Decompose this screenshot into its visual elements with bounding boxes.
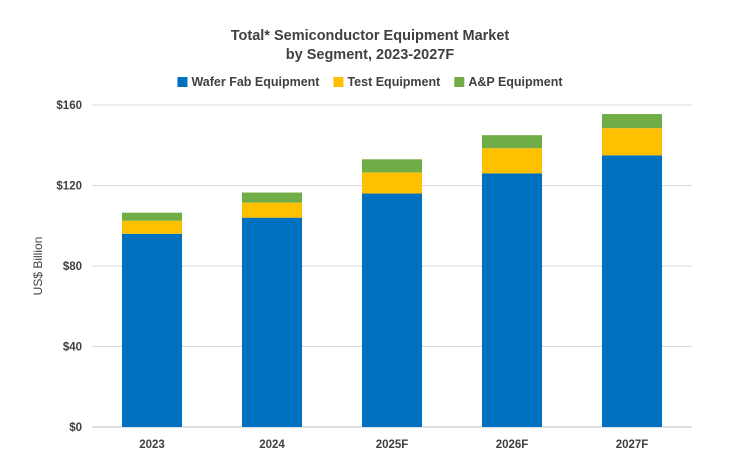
bar-wafer-fab-equipment-2025f: [362, 193, 422, 427]
legend-swatch: [333, 77, 344, 87]
legend-label: Test Equipment: [347, 75, 441, 89]
legend-swatch: [454, 77, 465, 87]
legend-item: A&P Equipment: [454, 75, 563, 89]
y-tick-label: $80: [63, 261, 82, 273]
y-tick-label: $0: [69, 422, 82, 434]
bar-test-equipment-2023: [122, 220, 182, 234]
bar-a-p-equipment-2025f: [362, 159, 422, 173]
bar-wafer-fab-equipment-2026f: [482, 173, 542, 427]
bar-test-equipment-2026f: [482, 148, 542, 174]
y-tick-label: $120: [56, 181, 82, 193]
x-tick-label: 2025F: [376, 439, 409, 451]
legend-item: Wafer Fab Equipment: [177, 75, 320, 89]
bar-wafer-fab-equipment-2023: [122, 233, 182, 427]
bar-test-equipment-2025f: [362, 172, 422, 194]
legend-label: Wafer Fab Equipment: [191, 75, 320, 89]
bar-a-p-equipment-2027f: [602, 114, 662, 129]
x-tick-label: 2026F: [496, 439, 529, 451]
x-tick-label: 2024: [259, 439, 285, 451]
y-axis-label: US$ Billion: [31, 237, 45, 296]
bar-a-p-equipment-2026f: [482, 135, 542, 149]
bar-wafer-fab-equipment-2024: [242, 217, 302, 427]
bar-test-equipment-2024: [242, 202, 302, 218]
y-tick-label: $40: [63, 342, 82, 354]
legend-swatch: [177, 77, 188, 87]
chart-title-line2: by Segment, 2023-2027F: [286, 47, 455, 63]
legend-item: Test Equipment: [333, 75, 441, 89]
chart-title-line1: Total* Semiconductor Equipment Market: [231, 28, 510, 44]
legend: Wafer Fab Equipment Test Equipment A&P Equ…: [177, 75, 563, 89]
bar-a-p-equipment-2023: [122, 212, 182, 221]
y-axis: $0 $40 $80 $120 $160: [56, 100, 82, 434]
x-tick-label: 2027F: [616, 439, 649, 451]
bars: [122, 114, 662, 427]
bar-wafer-fab-equipment-2027f: [602, 155, 662, 427]
bar-a-p-equipment-2024: [242, 192, 302, 203]
bar-test-equipment-2027f: [602, 128, 662, 156]
y-tick-label: $160: [56, 100, 82, 112]
x-axis: 2023 2024 2025F 2026F 2027F: [139, 439, 648, 451]
x-tick-label: 2023: [139, 439, 165, 451]
legend-label: A&P Equipment: [468, 75, 563, 89]
